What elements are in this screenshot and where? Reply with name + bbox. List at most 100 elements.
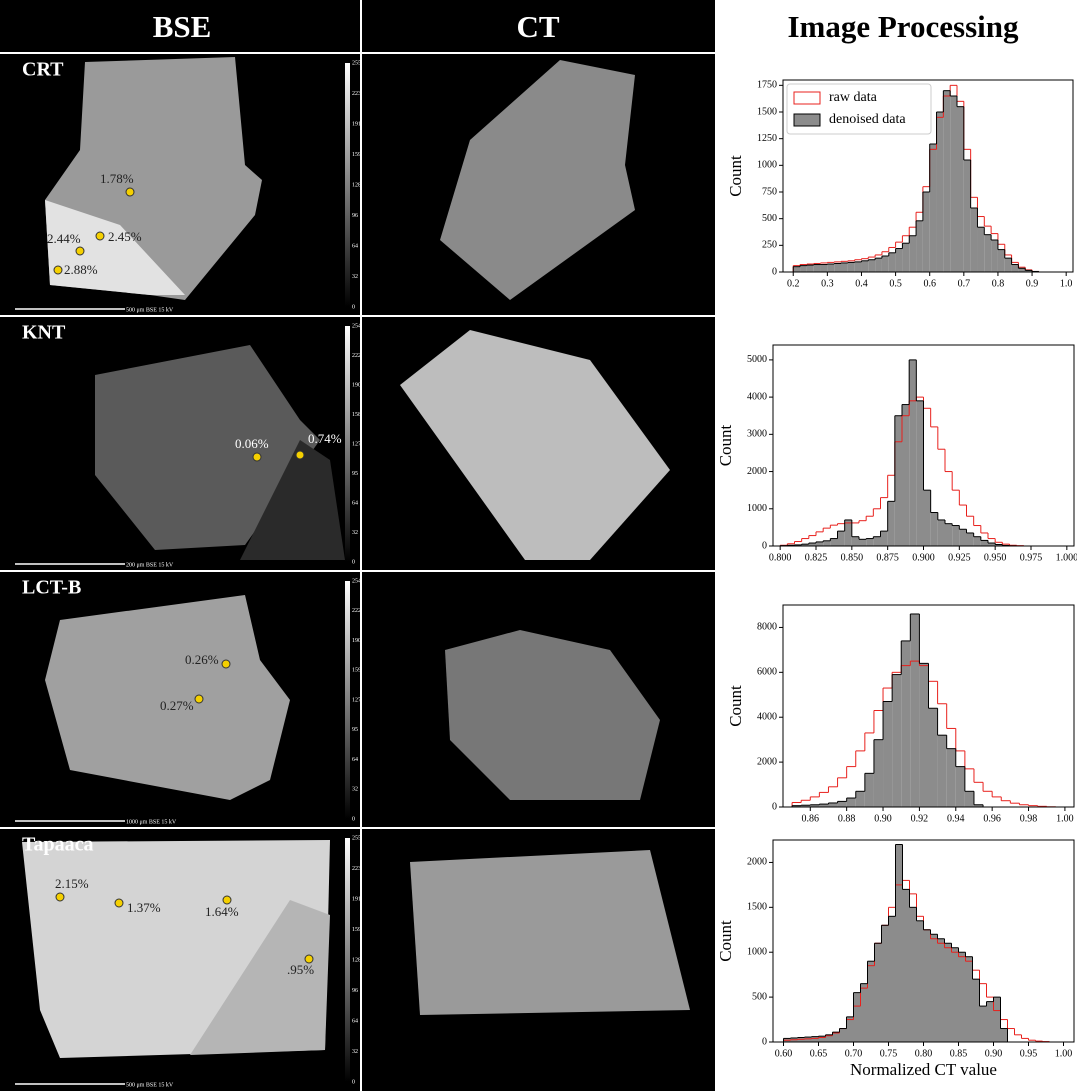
analysis-spot	[222, 660, 230, 668]
colorbar-tick: 64	[352, 500, 358, 506]
histogram-bar	[838, 531, 845, 546]
spot-label: 2.15%	[55, 876, 89, 891]
histogram-bar	[828, 803, 837, 807]
x-tick-label: 0.95	[1020, 1048, 1038, 1059]
y-tick-label: 250	[762, 240, 777, 251]
histogram-bar	[967, 533, 974, 546]
x-tick-label: 1.00	[1055, 1048, 1073, 1059]
histogram-bar	[874, 740, 883, 807]
histogram-bar	[943, 91, 950, 272]
colorbar-tick: 190	[352, 638, 361, 644]
histogram-bar	[856, 791, 865, 807]
histogram-bar	[896, 844, 903, 1042]
histogram-bar	[882, 256, 889, 272]
histogram-bar	[938, 520, 945, 546]
x-tick-label: 1.000	[1056, 552, 1077, 563]
x-tick-label: 0.90	[874, 813, 892, 824]
histogram-bar	[950, 96, 957, 272]
histogram-bar	[812, 1037, 819, 1042]
histogram-bar	[859, 539, 866, 546]
y-tick-label: 500	[762, 213, 777, 224]
histogram-bar	[845, 520, 852, 546]
y-tick-label: 4000	[757, 712, 777, 723]
x-tick-label: 0.70	[845, 1048, 863, 1059]
scale-bar-label: 500 μm BSE 15 kV	[126, 1082, 174, 1088]
analysis-spot	[115, 899, 123, 907]
y-tick-label: 4000	[747, 391, 767, 402]
panel-label: Tapaaca	[22, 834, 94, 856]
histogram-bar	[868, 260, 875, 272]
histogram-bar	[938, 939, 945, 1042]
colorbar-tick: 95	[352, 471, 358, 477]
histogram-bar	[965, 791, 974, 807]
y-tick-label: 0	[762, 1036, 767, 1047]
x-tick-label: 0.90	[985, 1048, 1003, 1059]
colorbar-tick: 32	[352, 530, 358, 536]
colorbar-tick: 255	[352, 60, 361, 66]
x-tick-label: 0.60	[775, 1048, 793, 1059]
analysis-spot	[253, 453, 261, 461]
histogram-bar	[861, 984, 868, 1042]
histogram-bar	[902, 243, 909, 272]
spot-label: 1.78%	[100, 171, 134, 186]
spot-label: 2.45%	[108, 229, 142, 244]
analysis-spot	[296, 451, 304, 459]
y-tick-label: 1500	[747, 902, 767, 913]
x-tick-label: 0.975	[1020, 552, 1043, 563]
colorbar-tick: 96	[352, 988, 358, 994]
x-tick-label: 0.825	[805, 552, 828, 563]
x-tick-label: 0.4	[855, 278, 868, 289]
colorbar-tick: 128	[352, 957, 361, 963]
y-tick-label: 2000	[747, 466, 767, 477]
column-title: BSE	[153, 9, 212, 44]
histogram-bar	[847, 1017, 854, 1042]
colorbar-tick: 254	[352, 323, 361, 329]
histogram-bar	[956, 767, 965, 807]
x-tick-label: 0.85	[950, 1048, 968, 1059]
y-tick-label: 5000	[747, 354, 767, 365]
histogram-bar	[902, 405, 909, 546]
histogram-bar	[937, 112, 944, 272]
colorbar-tick: 32	[352, 1049, 358, 1055]
colorbar	[345, 63, 350, 307]
spot-label: 0.26%	[185, 652, 219, 667]
y-axis-label: Count	[716, 920, 735, 962]
x-tick-label: 0.950	[984, 552, 1007, 563]
x-tick-label: 0.5	[889, 278, 902, 289]
histogram-bar	[973, 979, 980, 1042]
colorbar-tick: 254	[352, 578, 361, 584]
scale-bar-label: 1000 μm BSE 15 kV	[126, 819, 177, 825]
y-tick-label: 1000	[747, 503, 767, 514]
x-tick-label: 0.98	[1020, 813, 1038, 824]
spot-label: 0.06%	[235, 436, 269, 451]
histogram-bar	[952, 526, 959, 546]
histogram-bar	[998, 250, 1005, 272]
y-tick-label: 8000	[757, 622, 777, 633]
analysis-spot	[195, 695, 203, 703]
y-tick-label: 2000	[747, 857, 767, 868]
histogram-bar	[793, 267, 800, 272]
histogram-bar	[865, 773, 874, 807]
y-tick-label: 0	[762, 540, 767, 551]
histogram-bar	[916, 401, 923, 546]
colorbar	[345, 581, 350, 819]
histogram-bar	[984, 235, 991, 272]
histogram-bar	[1012, 265, 1019, 272]
histogram-bar	[852, 537, 859, 546]
colorbar-tick: 191	[352, 121, 361, 127]
x-tick-label: 0.6	[923, 278, 936, 289]
x-tick-label: 0.80	[915, 1048, 933, 1059]
column-title: CT	[516, 9, 559, 44]
colorbar-tick: 32	[352, 274, 358, 280]
histogram-bar	[980, 1006, 987, 1042]
histogram-bar	[909, 236, 916, 272]
histogram-bar	[895, 416, 902, 546]
colorbar-tick: 159	[352, 152, 361, 158]
spot-label: 2.88%	[64, 262, 98, 277]
x-tick-label: 0.2	[787, 278, 800, 289]
colorbar	[345, 326, 350, 562]
colorbar	[345, 838, 350, 1082]
histogram-bar	[924, 930, 931, 1042]
histogram-bar	[959, 952, 966, 1042]
x-tick-label: 1.0	[1060, 278, 1073, 289]
